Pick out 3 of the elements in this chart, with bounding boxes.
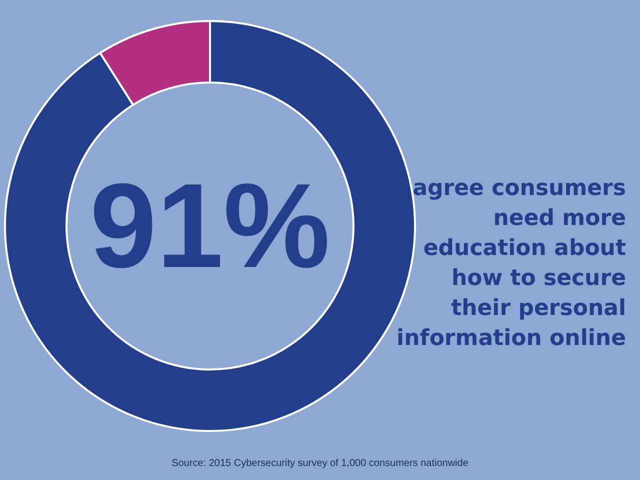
source-note: Source: 2015 Cybersecurity survey of 1,000 consumers nationwide	[170, 458, 470, 469]
text: agree consumers need more education about how to secure their personal information online	[396, 175, 626, 353]
data-label: 91%	[90, 159, 330, 294]
